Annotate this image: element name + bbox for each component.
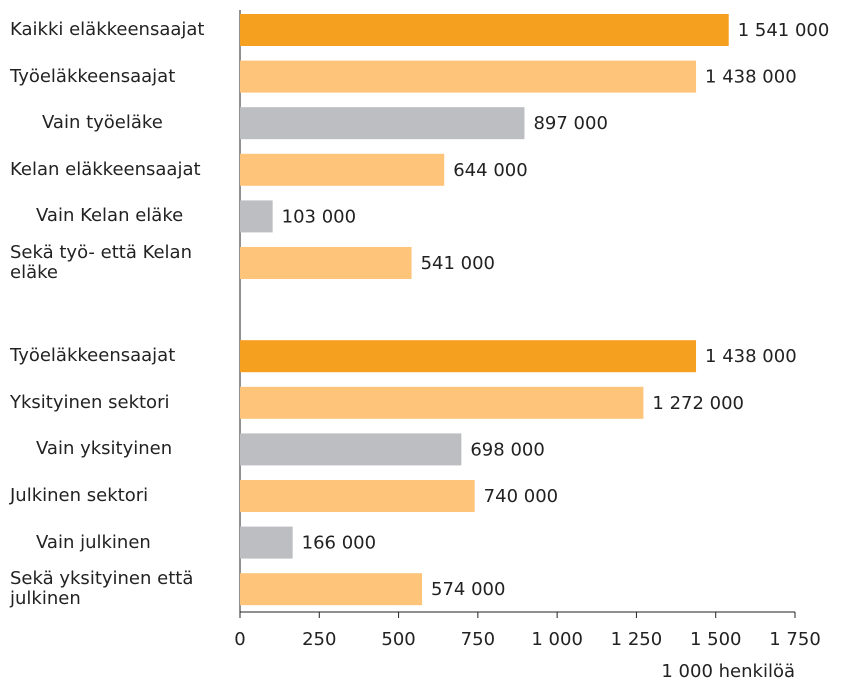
bar — [240, 247, 412, 279]
bar — [240, 107, 525, 140]
value-label: 574 000 — [431, 579, 505, 600]
category-label: Julkinen sektori — [10, 485, 149, 506]
x-tick-label: 0 — [234, 629, 245, 650]
category-label: Kelan eläkkeensaajat — [10, 158, 201, 180]
value-label: 541 000 — [421, 253, 495, 274]
bar — [240, 200, 273, 233]
value-label: 1 272 000 — [652, 393, 744, 414]
bar — [240, 480, 475, 512]
bar — [240, 433, 462, 466]
x-tick-label: 500 — [381, 629, 415, 650]
bar — [240, 153, 445, 186]
value-label: 740 000 — [484, 486, 558, 507]
bar — [240, 60, 697, 93]
category-label: Vain julkinen — [36, 531, 151, 553]
category-label: Vain yksityinen — [36, 438, 173, 460]
x-tick-label: 250 — [302, 629, 336, 650]
category-label: Vain Kelan eläke — [36, 205, 184, 227]
value-label: 1 438 000 — [705, 346, 797, 367]
bar — [240, 14, 729, 46]
x-tick-label: 1 000 — [531, 629, 583, 650]
value-label: 644 000 — [453, 160, 527, 181]
category-label: Työeläkkeensaajat — [10, 65, 176, 87]
bar — [240, 526, 293, 559]
value-label: 698 000 — [470, 439, 544, 460]
x-axis-label: 1 000 henkilöä — [661, 661, 795, 682]
value-label: 103 000 — [282, 206, 356, 227]
value-label: 1 438 000 — [705, 67, 797, 88]
value-label: 1 541 000 — [738, 20, 830, 41]
x-tick-label: 750 — [461, 629, 495, 650]
category-label: Yksityinen sektori — [10, 391, 170, 413]
bar — [240, 573, 423, 606]
category-label: Sekä työ- että Kelan eläke — [10, 242, 192, 283]
bar — [240, 340, 697, 373]
category-label: Vain työeläke — [42, 112, 163, 134]
category-label: Työeläkkeensaajat — [10, 345, 176, 367]
value-label: 897 000 — [533, 113, 607, 134]
category-label: Sekä yksityinen että julkinen — [10, 568, 194, 610]
x-tick-label: 1 500 — [690, 629, 742, 650]
value-label: 166 000 — [302, 533, 376, 554]
category-label: Kaikki eläkkeensaajat — [10, 19, 205, 40]
x-tick-label: 1 250 — [611, 629, 663, 650]
x-tick-label: 1 750 — [769, 629, 821, 650]
bar — [240, 386, 644, 419]
